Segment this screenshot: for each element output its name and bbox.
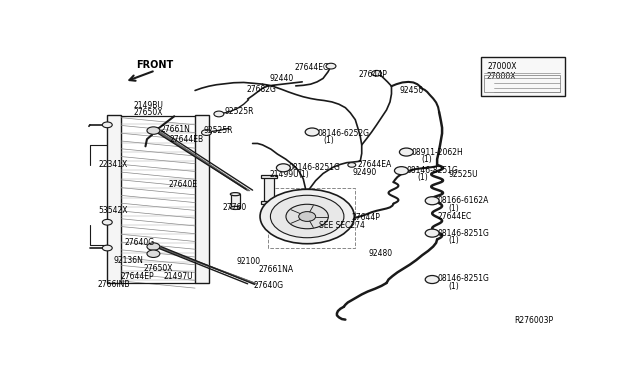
Text: 08146-6252G: 08146-6252G (317, 129, 369, 138)
Text: (1): (1) (448, 204, 459, 213)
Text: (1): (1) (448, 236, 459, 245)
Text: 08911-2062H: 08911-2062H (412, 148, 463, 157)
Text: 27661N: 27661N (161, 125, 190, 134)
Text: 27682G: 27682G (246, 84, 276, 93)
Circle shape (271, 195, 344, 238)
Text: 92480: 92480 (369, 248, 393, 258)
Text: 27640G: 27640G (253, 281, 284, 290)
Text: (1): (1) (448, 282, 459, 291)
Circle shape (147, 127, 160, 134)
Text: 92525R: 92525R (203, 126, 232, 135)
Text: B: B (394, 168, 399, 173)
Text: 27650X: 27650X (143, 264, 173, 273)
Text: 92525U: 92525U (448, 170, 477, 179)
Circle shape (425, 229, 439, 237)
Circle shape (147, 243, 160, 250)
Circle shape (102, 122, 112, 128)
Circle shape (305, 128, 319, 136)
Text: 92440: 92440 (269, 74, 294, 83)
Text: 92525R: 92525R (225, 107, 254, 116)
Text: B: B (276, 165, 280, 170)
Bar (264, 176, 275, 202)
Bar (261, 201, 277, 203)
Circle shape (102, 219, 112, 225)
Text: 27640G: 27640G (125, 238, 155, 247)
Bar (108, 115, 121, 283)
Text: 21499U: 21499U (270, 170, 300, 179)
Bar (484, 75, 560, 93)
Text: 21497U: 21497U (163, 272, 193, 280)
Text: 27661NA: 27661NA (259, 265, 294, 274)
Circle shape (286, 204, 328, 229)
Bar (481, 57, 565, 96)
Text: 08146-8251G: 08146-8251G (437, 229, 489, 238)
Text: 27644EB: 27644EB (169, 135, 204, 144)
Text: 92450: 92450 (400, 86, 424, 95)
Text: 2766INB: 2766INB (97, 280, 130, 289)
Text: 08146-8251G: 08146-8251G (437, 275, 489, 283)
Text: 27760: 27760 (223, 203, 247, 212)
Text: N: N (399, 150, 404, 154)
Text: B: B (425, 231, 429, 235)
Text: 92100: 92100 (236, 257, 260, 266)
Bar (261, 175, 277, 178)
Circle shape (372, 70, 381, 76)
Text: 08146-8251G: 08146-8251G (406, 166, 458, 175)
Text: (1): (1) (417, 173, 428, 182)
Circle shape (394, 167, 408, 175)
Text: 08166-6162A: 08166-6162A (437, 196, 488, 205)
Ellipse shape (230, 193, 240, 196)
Text: 27000X: 27000X (488, 62, 517, 71)
Circle shape (299, 212, 316, 221)
Text: SEE SEC274: SEE SEC274 (319, 221, 365, 230)
Text: 27650X: 27650X (134, 108, 163, 117)
Text: 92490: 92490 (353, 168, 377, 177)
Text: B: B (425, 198, 429, 203)
Bar (231, 194, 240, 208)
Text: 27644EA: 27644EA (358, 160, 392, 169)
Text: FRONT: FRONT (136, 60, 173, 70)
Text: R276003P: R276003P (515, 316, 554, 325)
Text: 2149BU: 2149BU (134, 101, 163, 110)
Text: (1): (1) (421, 155, 432, 164)
Circle shape (399, 148, 413, 156)
Circle shape (147, 250, 160, 257)
Text: 27644P: 27644P (359, 70, 388, 79)
Text: 27644EC: 27644EC (437, 212, 472, 221)
Text: (1): (1) (298, 170, 309, 179)
Text: 27644EC: 27644EC (294, 63, 328, 72)
Text: 22341X: 22341X (99, 160, 128, 169)
Text: B: B (305, 129, 309, 135)
Circle shape (425, 197, 439, 205)
Ellipse shape (230, 206, 240, 209)
Text: 27000X: 27000X (486, 72, 516, 81)
Bar (195, 115, 209, 283)
Text: 08146-8251G: 08146-8251G (288, 163, 340, 172)
Circle shape (425, 276, 439, 283)
Circle shape (102, 245, 112, 251)
Text: 27640E: 27640E (168, 180, 197, 189)
Circle shape (202, 130, 211, 135)
Text: 27644P: 27644P (352, 212, 381, 222)
Circle shape (326, 63, 336, 69)
Circle shape (348, 163, 356, 167)
Text: 53542X: 53542X (99, 206, 129, 215)
Text: 27644EP: 27644EP (121, 272, 154, 280)
Text: B: B (425, 277, 429, 282)
Circle shape (276, 164, 291, 172)
Circle shape (214, 111, 224, 117)
Text: (1): (1) (323, 136, 334, 145)
Circle shape (260, 189, 355, 244)
Text: 92136N: 92136N (114, 256, 143, 265)
